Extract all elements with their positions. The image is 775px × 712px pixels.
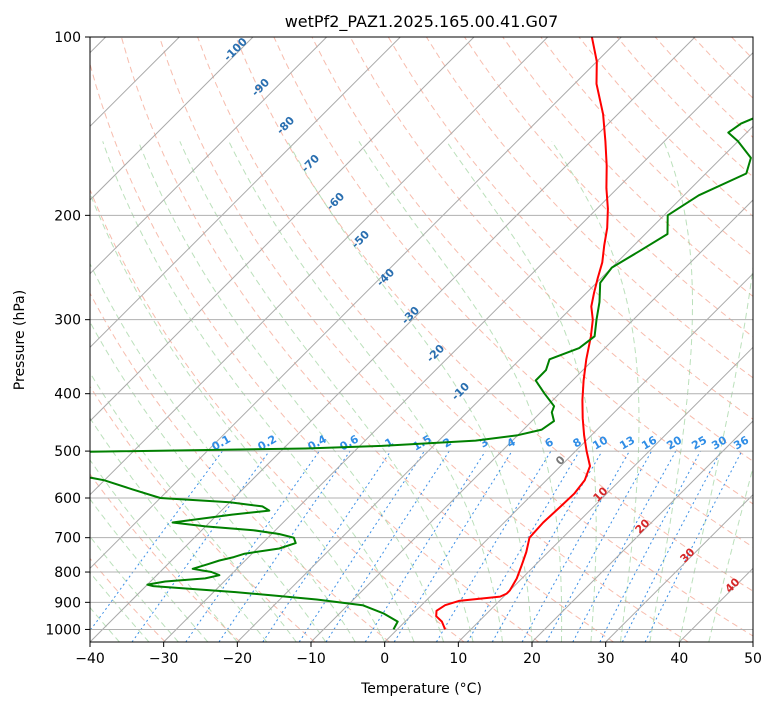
mixing-ratio-line bbox=[600, 451, 701, 642]
mixing-ratio-label: 36 bbox=[731, 433, 751, 452]
y-axis-label: Pressure (hPa) bbox=[12, 290, 28, 390]
mixing-ratio-label: 8 bbox=[571, 435, 584, 450]
moist-adiabat bbox=[709, 141, 775, 642]
mixing-ratio-label: 10 bbox=[590, 433, 610, 452]
x-tick-label: −40 bbox=[75, 651, 105, 667]
mixing-ratio-label: 25 bbox=[689, 434, 709, 453]
dry-adiabat bbox=[579, 37, 775, 642]
dry-adiabat bbox=[465, 37, 775, 642]
y-tick-label: 300 bbox=[54, 313, 81, 329]
isotherm-line bbox=[0, 37, 253, 642]
isotherm-line bbox=[311, 37, 775, 642]
dry-adiabat-label: -80 bbox=[274, 114, 297, 137]
mixing-ratio-label: 0.2 bbox=[256, 432, 279, 453]
y-tick-label: 1000 bbox=[45, 622, 81, 638]
moist-adiabat bbox=[650, 141, 693, 642]
y-tick-label: 500 bbox=[54, 444, 81, 460]
mixing-ratio-line bbox=[522, 451, 629, 642]
mixing-ratio-line bbox=[645, 451, 742, 642]
dry-adiabat bbox=[0, 37, 240, 642]
moist-adiabat bbox=[180, 141, 473, 642]
dry-adiabat bbox=[655, 37, 775, 642]
dry-adiabat-label: -90 bbox=[249, 76, 272, 99]
x-tick-label: −20 bbox=[223, 651, 253, 667]
mixing-ratio-label: 1 bbox=[383, 435, 396, 450]
dry-adiabat bbox=[350, 37, 775, 642]
y-tick-label: 700 bbox=[54, 531, 81, 547]
moist-adiabat-label: 10 bbox=[591, 484, 611, 504]
mixing-ratio-line bbox=[546, 451, 651, 642]
mixing-ratio-label: 3 bbox=[478, 435, 491, 450]
isotherm-line bbox=[237, 37, 775, 642]
dry-adiabat bbox=[388, 37, 775, 642]
isotherm-line bbox=[16, 37, 621, 642]
moist-adiabat bbox=[138, 141, 443, 642]
x-axis-label: Temperature (°C) bbox=[360, 681, 482, 697]
mixing-ratio-label: 13 bbox=[617, 434, 637, 453]
profiles bbox=[0, 37, 775, 629]
isotherm-line bbox=[385, 37, 775, 642]
x-tick-label: −30 bbox=[149, 651, 179, 667]
dry-adiabat bbox=[312, 37, 775, 642]
y-axis: 100 200 300 400 500 600 700 800 900 1000 bbox=[45, 30, 90, 638]
x-tick-label: 10 bbox=[449, 651, 467, 667]
dry-adiabat-label: -10 bbox=[449, 380, 472, 403]
mixing-ratio-line bbox=[468, 451, 580, 642]
y-tick-label: 900 bbox=[54, 595, 81, 611]
isotherm-line bbox=[532, 37, 775, 642]
moist-adiabat-label: 40 bbox=[723, 575, 743, 595]
x-tick-label: 30 bbox=[597, 651, 615, 667]
mixing-ratio-line bbox=[394, 451, 512, 642]
x-tick-label: 0 bbox=[380, 651, 389, 667]
dry-adiabat bbox=[7, 37, 389, 642]
mixing-ratio-label: 16 bbox=[639, 433, 659, 452]
dry-adiabat bbox=[236, 37, 775, 642]
dry-adiabat bbox=[160, 37, 689, 642]
dry-adiabat bbox=[770, 37, 775, 642]
mixing-ratio-label: 30 bbox=[709, 433, 729, 452]
moist-adiabat bbox=[103, 141, 414, 642]
dry-adiabat bbox=[83, 37, 539, 642]
background-lines bbox=[0, 37, 775, 642]
isotherm-line bbox=[753, 37, 775, 642]
temperature-line bbox=[436, 37, 608, 629]
mixing-ratio-line bbox=[326, 451, 449, 642]
dry-adiabat-label: -60 bbox=[324, 190, 347, 213]
mixing-ratio-label: 0.6 bbox=[338, 432, 362, 453]
moist-adiabat bbox=[71, 141, 384, 642]
dry-adiabat-label: -70 bbox=[299, 152, 322, 175]
dry-adiabat bbox=[426, 37, 775, 642]
moist-adiabat-label: 20 bbox=[633, 516, 653, 536]
x-axis: −40 −30 −20 −10 0 10 20 30 40 50 bbox=[75, 642, 762, 667]
dry-adiabat-label: -50 bbox=[349, 228, 372, 251]
dry-adiabat-label: -30 bbox=[399, 304, 422, 327]
x-tick-label: 50 bbox=[744, 651, 762, 667]
dry-adiabat bbox=[274, 37, 775, 642]
x-tick-label: 40 bbox=[670, 651, 688, 667]
x-tick-label: 20 bbox=[523, 651, 541, 667]
moist-adiabat bbox=[679, 141, 760, 642]
dewpoint-line bbox=[0, 37, 775, 629]
dry-adiabat-label: -40 bbox=[374, 266, 397, 289]
chart-title: wetPf2_PAZ1.2025.165.00.41.G07 bbox=[285, 12, 559, 32]
y-tick-label: 600 bbox=[54, 491, 81, 507]
dry-adiabat-label: -100 bbox=[221, 35, 250, 64]
mixing-ratio-label: 0.4 bbox=[306, 432, 330, 453]
y-tick-label: 800 bbox=[54, 565, 81, 581]
moist-adiabat-label: 30 bbox=[678, 545, 698, 565]
moist-adiabat bbox=[0, 141, 208, 642]
isotherm-line bbox=[0, 37, 400, 642]
mixing-ratio-line bbox=[573, 451, 676, 642]
x-tick-label: −10 bbox=[296, 651, 326, 667]
y-tick-label: 200 bbox=[54, 208, 81, 224]
y-tick-label: 400 bbox=[54, 387, 81, 403]
y-tick-label: 100 bbox=[54, 30, 81, 46]
moist-adiabat bbox=[0, 141, 178, 642]
isotherm-line bbox=[0, 37, 474, 642]
